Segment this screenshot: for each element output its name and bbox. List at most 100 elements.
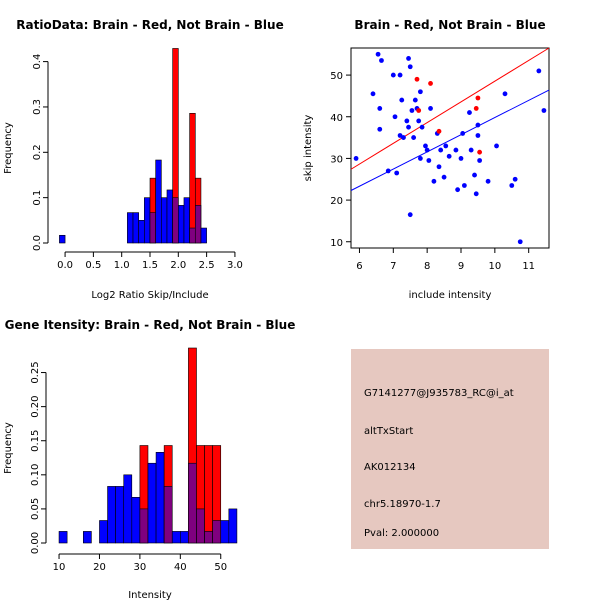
intensity-scatter-point-not-brain-6: [385, 168, 391, 174]
intensity-scatter-x-tick-label-3: 9: [458, 261, 464, 272]
intensity-scatter-point-not-brain-4: [377, 126, 383, 132]
ratio-histogram-bar-12: [127, 212, 134, 244]
ratio-histogram-bar-23: [189, 113, 196, 244]
info-event-type: altTxStart: [364, 426, 413, 437]
ratio-histogram-bar-18: [161, 197, 168, 244]
ratio-histogram-axes: 0.0 0.5 1.0 1.5 2.0 2.5 3.0 0.0 0.1 0.2 0.3 0.4: [32, 54, 243, 271]
intensity-scatter-y-tick-label-1: 20: [330, 196, 343, 207]
intensity-scatter-fit-line-brain: [350, 47, 550, 170]
gene-intensity-histogram-xlabel: Intensity: [128, 590, 172, 600]
intensity-scatter-point-not-brain-27: [423, 143, 428, 149]
gene-intensity-histogram-y-tick-label-4: 0.20: [30, 396, 41, 418]
intensity-scatter-point-not-brain-12: [401, 135, 406, 140]
ratio-histogram-y-tick-label-4: 0.4: [32, 54, 43, 70]
gene-intensity-histogram-overlap-bar-16: [188, 462, 197, 544]
ratio-histogram-bars: [59, 48, 207, 244]
ratio-histogram-x-tick-label-5: 2.5: [199, 260, 215, 271]
intensity-scatter-point-not-brain-19: [409, 108, 415, 113]
gene-intensity-histogram-overlap-bar-18: [204, 531, 213, 544]
intensity-scatter-point-not-brain-3: [377, 106, 383, 111]
gene-intensity-histogram-x-tick-label-2: 30: [134, 562, 147, 573]
intensity-scatter-x-tick-label-2: 8: [424, 261, 430, 272]
gene-intensity-histogram-overlap-bar-10: [139, 508, 149, 544]
gene-intensity-histogram-bar-11: [147, 462, 157, 544]
info-panel-background: [351, 349, 549, 549]
intensity-scatter-point-brain-0: [414, 76, 420, 82]
intensity-scatter-point-not-brain-8: [392, 114, 398, 120]
intensity-scatter-point-not-brain-56: [536, 68, 542, 74]
ratio-histogram-overlap-bar-16: [149, 212, 156, 244]
ratio-histogram-title: RatioData: Brain - Red, Not Brain - Blue: [16, 18, 283, 32]
gene-intensity-histogram-y-tick-label-2: 0.10: [30, 464, 41, 486]
gene-intensity-histogram-x-tick-label-0: 10: [53, 562, 66, 573]
intensity-scatter-point-not-brain-41: [460, 131, 466, 136]
intensity-scatter-point-not-brain-9: [394, 170, 400, 176]
gene-intensity-histogram-bar-6: [107, 486, 116, 544]
intensity-scatter: Brain - Red, Not Brain - Blue 6 7 8 9 10 11 10…: [303, 18, 550, 301]
gene-intensity-histogram-bar-9: [131, 497, 141, 544]
intensity-scatter-x-tick-label-5: 11: [522, 261, 535, 272]
info-location: chr5.18970-1.7: [364, 499, 441, 510]
intensity-scatter-point-not-brain-44: [468, 147, 474, 153]
intensity-scatter-point-not-brain-57: [541, 108, 547, 113]
ratio-histogram-xlabel: Log2 Ratio Skip/Include: [91, 290, 208, 301]
intensity-scatter-point-not-brain-39: [455, 187, 461, 193]
intensity-scatter-point-not-brain-55: [517, 239, 523, 245]
intensity-scatter-title: Brain - Red, Not Brain - Blue: [354, 18, 545, 32]
ratio-histogram: RatioData: Brain - Red, Not Brain - Blue…: [3, 18, 284, 301]
intensity-scatter-point-not-brain-14: [404, 118, 410, 124]
gene-intensity-histogram-x-tick-label-4: 50: [214, 562, 227, 573]
intensity-scatter-y-tick-label-4: 50: [330, 71, 343, 82]
intensity-scatter-point-not-brain-36: [443, 143, 449, 149]
intensity-scatter-point-not-brain-47: [475, 122, 481, 128]
info-pval: Pval: 2.000000: [364, 528, 439, 539]
gene-intensity-histogram-ylabel: Frequency: [3, 422, 14, 474]
gene-intensity-histogram-bar-14: [171, 531, 181, 544]
intensity-scatter-point-brain-1: [416, 108, 422, 113]
gene-intensity-histogram-overlap-bar-17: [196, 508, 205, 544]
intensity-scatter-point-not-brain-42: [461, 183, 467, 188]
gene-intensity-histogram-bar-21: [228, 508, 238, 544]
intensity-scatter-point-not-brain-16: [406, 124, 411, 130]
intensity-scatter-point-not-brain-24: [417, 89, 423, 95]
intensity-scatter-point-not-brain-20: [411, 135, 417, 140]
intensity-scatter-xlabel: include intensity: [409, 290, 492, 301]
gene-intensity-histogram-axes: 10 20 30 40 50 0.00 0.05 0.10 0.15 0.20 0.25: [30, 361, 227, 573]
ratio-histogram-x-tick-label-1: 0.5: [85, 260, 101, 271]
gene-intensity-histogram-bar-7: [115, 486, 125, 544]
ratio-histogram-x-tick-label-6: 3.0: [227, 260, 243, 271]
intensity-scatter-point-not-brain-2: [375, 51, 381, 57]
ratio-histogram-y-tick-label-3: 0.3: [32, 99, 43, 115]
intensity-scatter-point-brain-5: [475, 95, 481, 101]
intensity-scatter-ylabel: skip intensity: [303, 115, 314, 182]
gene-intensity-histogram-bar-20: [220, 520, 230, 544]
gene-intensity-histogram-bar-15: [180, 531, 189, 544]
gene-intensity-histogram-y-tick-label-1: 0.05: [30, 498, 41, 520]
info-accession: AK012134: [364, 462, 416, 473]
intensity-scatter-point-not-brain-23: [416, 118, 422, 124]
intensity-scatter-point-not-brain-34: [438, 147, 444, 153]
ratio-histogram-x-tick-label-3: 1.5: [142, 260, 158, 271]
info-probe-id: G7141277@J935783_RC@i_at: [364, 388, 514, 399]
intensity-scatter-point-not-brain-0: [353, 156, 359, 161]
ratio-histogram-overlap-bar-23: [189, 227, 196, 244]
ratio-histogram-bar-22: [183, 197, 190, 244]
ratio-histogram-overlap-bar-24: [194, 205, 202, 244]
intensity-scatter-point-not-brain-37: [446, 153, 452, 159]
info-panel: G7141277@J935783_RC@i_at altTxStart AK01…: [351, 349, 549, 549]
intensity-scatter-x-tick-label-0: 6: [356, 261, 362, 272]
intensity-scatter-point-not-brain-35: [441, 174, 447, 180]
ratio-histogram-x-tick-label-2: 1.0: [114, 260, 130, 271]
ratio-histogram-bar-17: [155, 159, 162, 244]
intensity-scatter-point-not-brain-38: [453, 147, 459, 153]
intensity-scatter-point-not-brain-54: [512, 176, 518, 182]
intensity-scatter-fit-line-not-brain: [350, 89, 550, 191]
gene-intensity-histogram-bar-18: [204, 445, 213, 544]
intensity-scatter-y-tick-label-0: 10: [330, 238, 343, 249]
intensity-scatter-point-not-brain-26: [419, 124, 425, 130]
intensity-scatter-point-not-brain-1: [370, 91, 376, 97]
intensity-scatter-point-not-brain-43: [467, 110, 472, 115]
gene-intensity-histogram-overlap-bar-13: [163, 486, 173, 544]
intensity-scatter-point-not-brain-7: [390, 72, 396, 78]
intensity-scatter-point-not-brain-40: [458, 156, 464, 161]
